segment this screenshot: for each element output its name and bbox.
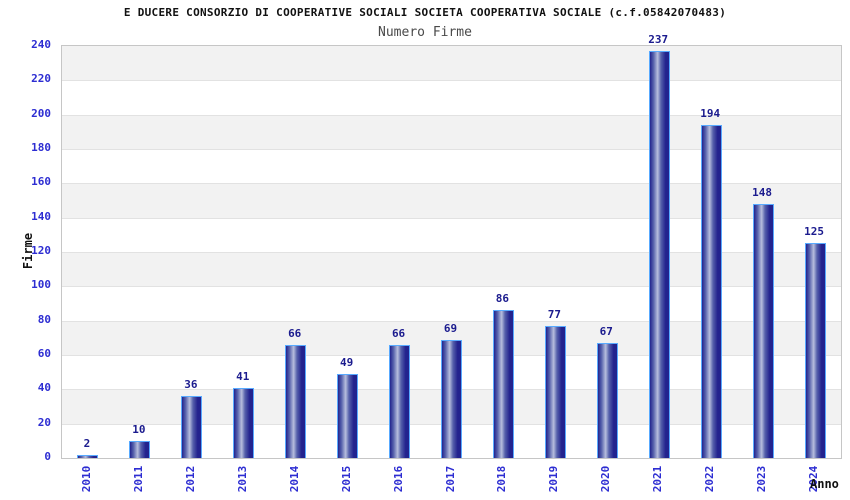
x-tick-label: 2013 <box>235 465 249 493</box>
x-tick-label: 2016 <box>391 465 405 493</box>
bar-value-label: 148 <box>752 185 773 199</box>
grid-band <box>62 286 841 321</box>
bar-value-label: 125 <box>804 225 824 239</box>
y-tick-label: 160 <box>31 175 51 189</box>
x-tick-label: 2022 <box>703 465 717 493</box>
grid-band <box>62 183 841 218</box>
bar <box>285 344 307 458</box>
grid-band <box>62 217 841 252</box>
bar-value-label: 66 <box>391 326 406 340</box>
bar-value-label: 194 <box>700 106 721 120</box>
bar-value-label: 66 <box>288 326 302 340</box>
y-tick-label: 40 <box>37 381 51 395</box>
bar-value-label: 77 <box>547 307 561 321</box>
bar <box>700 124 722 458</box>
bar <box>181 396 203 458</box>
bar <box>596 342 618 458</box>
y-tick-label: 20 <box>37 415 51 429</box>
y-tick-label: 80 <box>37 312 51 326</box>
bar <box>441 339 462 458</box>
bar <box>804 243 826 458</box>
x-tick-label: 2021 <box>651 465 665 493</box>
x-tick-label: 2014 <box>287 465 301 493</box>
grid-band <box>62 252 841 287</box>
bar <box>492 310 514 458</box>
x-tick-label: 2018 <box>495 465 509 493</box>
bar-value-label: 10 <box>132 422 146 436</box>
bar <box>337 373 359 458</box>
x-tick-label: 2010 <box>79 465 93 493</box>
y-tick-label: 220 <box>31 72 51 86</box>
grid-band <box>62 149 841 184</box>
bar-value-label: 2 <box>83 436 91 450</box>
bar-value-label: 41 <box>236 369 250 383</box>
x-tick-label: 2017 <box>443 465 457 493</box>
y-tick-label: 0 <box>44 450 51 463</box>
bar-value-label: 67 <box>599 324 613 338</box>
chart-title: E DUCERE CONSORZIO DI COOPERATIVE SOCIAL… <box>123 6 727 19</box>
y-tick-label: 180 <box>31 141 51 154</box>
bar-value-label: 86 <box>495 292 510 306</box>
bar <box>648 51 670 458</box>
bar <box>389 344 411 458</box>
bar <box>544 325 566 458</box>
x-tick-label: 2015 <box>339 465 353 493</box>
y-tick-label: 200 <box>31 106 51 120</box>
x-tick-label: 2011 <box>131 465 145 493</box>
x-axis-label: Anno <box>810 477 839 491</box>
bar-value-label: 69 <box>443 321 458 335</box>
y-tick-label: 60 <box>37 347 51 360</box>
x-tick-label: 2020 <box>599 465 613 493</box>
bar-value-label: 237 <box>648 33 669 47</box>
bar <box>129 440 151 458</box>
x-tick-label: 2023 <box>755 465 769 493</box>
y-tick-label: 140 <box>31 209 51 223</box>
grid-band <box>62 80 841 115</box>
grid-band <box>62 46 841 81</box>
y-tick-label: 120 <box>31 244 51 257</box>
bar <box>233 387 255 458</box>
plot-area <box>61 45 842 459</box>
y-tick-label: 100 <box>31 278 51 292</box>
x-tick-label: 2012 <box>183 465 197 493</box>
y-tick-label: 240 <box>31 38 51 51</box>
bar-value-label: 49 <box>340 355 354 369</box>
bar <box>752 203 774 458</box>
chart-subtitle: Numero Firme <box>378 25 472 40</box>
x-tick-label: 2019 <box>547 465 561 493</box>
bar-value-label: 36 <box>184 378 198 392</box>
bar <box>77 454 99 458</box>
